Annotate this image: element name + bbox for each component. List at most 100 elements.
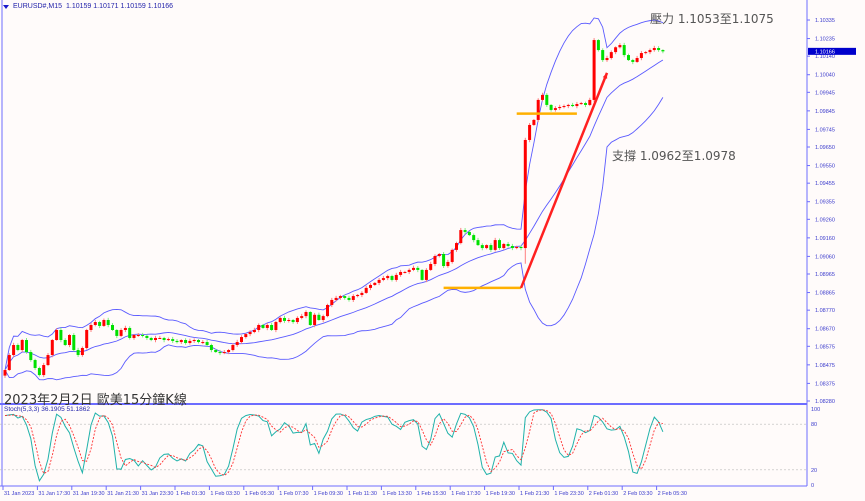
y-tick-label: 1.10040 — [815, 73, 835, 79]
candle-body — [231, 345, 235, 351]
candle — [463, 228, 467, 235]
candle-body — [463, 230, 467, 232]
candle — [175, 339, 179, 344]
candle-body — [502, 243, 506, 249]
candle — [364, 285, 368, 294]
candle-body — [639, 53, 643, 59]
candle — [42, 362, 46, 378]
y-tick-label: 1.09945 — [815, 90, 835, 96]
candle-body — [300, 316, 304, 318]
candle-body — [244, 334, 248, 338]
symbol-label: EURUSD#,M15 — [13, 3, 63, 10]
candle-body — [644, 52, 648, 54]
candle-body — [12, 345, 16, 356]
candle — [394, 272, 398, 282]
x-tick-label: 31 Jan 21:30 — [107, 491, 139, 497]
candle-body — [407, 269, 411, 272]
candle — [614, 46, 618, 55]
candle — [648, 48, 652, 55]
candle-body — [175, 340, 179, 343]
candle — [145, 334, 149, 341]
support-annotation: 支撐 1.0962至1.0978 — [612, 149, 736, 163]
x-tick-label: 31 Jan 19:30 — [73, 491, 105, 497]
candle — [403, 270, 407, 274]
candle-body — [317, 314, 321, 320]
candle — [605, 55, 609, 62]
y-tick-label: 1.10335 — [815, 18, 835, 24]
candle — [622, 42, 626, 58]
candle — [184, 338, 188, 345]
dropdown-triangle-icon[interactable] — [3, 4, 9, 9]
candle — [128, 326, 132, 340]
candle-body — [424, 269, 428, 280]
candle-body — [334, 297, 338, 300]
candle-body — [472, 235, 476, 241]
candle-body — [416, 267, 420, 270]
x-tick-label: 1 Feb 01:30 — [176, 491, 205, 497]
candle-body — [123, 327, 127, 330]
candle — [12, 342, 16, 358]
current-price-box — [808, 47, 856, 55]
candle — [321, 314, 325, 323]
candle-body — [412, 267, 415, 270]
candle — [252, 327, 256, 334]
candle-body — [369, 284, 372, 288]
candle-body — [50, 340, 54, 356]
candle — [55, 328, 59, 341]
candle-body — [399, 271, 403, 275]
candle — [326, 303, 329, 318]
candle — [399, 269, 403, 277]
candle-body — [106, 319, 110, 325]
candle-body — [240, 337, 243, 343]
candle-body — [72, 335, 76, 351]
candle — [278, 316, 282, 324]
y-tick-label: 1.09160 — [815, 236, 835, 242]
candle — [235, 339, 239, 347]
candle-body — [89, 324, 93, 330]
candle-body — [601, 50, 605, 61]
x-tick-label: 1 Feb 07:30 — [279, 491, 308, 497]
candle — [450, 248, 454, 264]
candle-body — [68, 335, 71, 346]
candle — [283, 315, 286, 323]
candle — [123, 325, 127, 333]
x-tick-label: 1 Feb 09:30 — [314, 491, 343, 497]
stoch-main-line — [4, 409, 664, 482]
candle — [631, 58, 635, 65]
candle — [37, 366, 41, 377]
y-tick-label: 1.08375 — [815, 381, 835, 387]
candle — [149, 336, 153, 342]
candle — [115, 329, 119, 339]
candle — [592, 38, 596, 103]
candle — [459, 227, 463, 245]
candle — [515, 245, 519, 250]
candle-body — [209, 345, 213, 351]
x-tick-label: 1 Feb 15:30 — [417, 491, 446, 497]
candle — [601, 48, 605, 62]
candle-body — [622, 45, 626, 56]
candle-body — [283, 317, 286, 321]
x-tick-label: 2 Feb 05:30 — [658, 491, 687, 497]
candle — [330, 297, 334, 308]
y-tick-label: 1.08865 — [815, 291, 835, 297]
main-panel — [3, 17, 665, 381]
candle-body — [381, 278, 385, 280]
candle — [308, 311, 312, 327]
candle — [519, 245, 523, 251]
candle — [571, 102, 575, 108]
candle — [76, 347, 80, 357]
x-tick-label: 1 Feb 11:30 — [348, 491, 377, 497]
candle-body — [493, 240, 497, 250]
candle-body — [528, 124, 532, 140]
candle — [369, 283, 372, 291]
candle — [360, 291, 364, 298]
candle — [261, 323, 265, 329]
candle-body — [343, 296, 347, 298]
x-tick-label: 1 Feb 21:30 — [520, 491, 549, 497]
candle-body — [20, 340, 24, 351]
candle — [257, 323, 261, 333]
stoch-label: Stoch(5,3,3) 36.1905 51.1862 — [4, 406, 91, 413]
candle — [244, 333, 248, 339]
candle — [510, 243, 514, 251]
